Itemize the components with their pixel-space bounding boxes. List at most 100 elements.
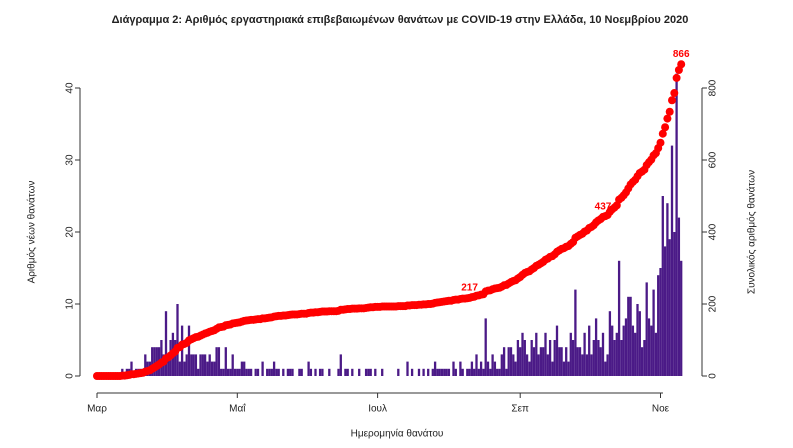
bar: [282, 368, 285, 376]
bar: [636, 304, 639, 376]
bar: [645, 282, 648, 376]
bar: [178, 361, 181, 376]
bar: [201, 354, 204, 376]
bar: [523, 340, 526, 376]
y-tick-label: 30: [65, 154, 76, 166]
bar: [447, 368, 451, 376]
bar: [640, 347, 644, 376]
y2-tick-label: 400: [708, 223, 719, 240]
bar: [213, 361, 216, 376]
bar: [576, 347, 579, 376]
cumulative-point: [658, 129, 667, 138]
bar: [482, 368, 485, 376]
bar: [226, 368, 230, 376]
bar: [183, 361, 186, 376]
bar: [374, 368, 377, 376]
bar: [176, 304, 179, 376]
bar: [298, 368, 301, 376]
bar: [608, 311, 612, 376]
bar: [275, 368, 278, 376]
bar: [606, 354, 609, 376]
cumulative-point: [656, 138, 665, 147]
bar: [436, 368, 439, 376]
bar: [215, 347, 218, 376]
bar: [433, 361, 437, 376]
bar: [452, 361, 455, 376]
bar: [203, 354, 207, 376]
x-tick-label: Νοε: [652, 404, 670, 415]
bar: [525, 354, 529, 376]
bar: [544, 332, 547, 376]
bar: [530, 340, 533, 376]
x-tick-label: Μαΐ: [229, 403, 246, 415]
y2-tick-label: 800: [708, 79, 719, 96]
bar: [438, 368, 441, 376]
bar: [611, 325, 614, 376]
cumulative-point: [672, 73, 681, 82]
bar: [475, 354, 478, 376]
cumulative-point: [663, 114, 672, 123]
y-tick-label: 0: [65, 373, 76, 379]
x-tick-label: Μαρ: [87, 404, 107, 415]
y-tick-label: 20: [65, 226, 76, 238]
cumulative-point: [661, 123, 670, 132]
bar: [519, 347, 522, 376]
y-tick-label: 40: [65, 82, 76, 94]
bar: [548, 340, 552, 376]
cumulative-point: [677, 60, 686, 69]
bar: [270, 368, 273, 376]
bar: [627, 296, 630, 376]
bar: [397, 368, 400, 376]
bar: [245, 368, 248, 376]
bar: [657, 275, 660, 376]
bar: [443, 368, 446, 376]
bar: [532, 347, 536, 376]
bar: [666, 203, 669, 376]
annotation: 217: [461, 283, 478, 294]
bar: [594, 318, 598, 376]
chart-title: Διάγραμμα 2: Αριθμός εργαστηριακά επιβεβ…: [112, 14, 689, 26]
bar: [461, 368, 464, 376]
bar: [535, 332, 538, 376]
bar: [190, 354, 193, 376]
bar: [217, 347, 221, 376]
bar: [599, 347, 602, 376]
bar: [663, 246, 667, 376]
bar: [236, 368, 239, 376]
bar: [243, 361, 246, 376]
bar: [314, 368, 317, 376]
bar: [277, 368, 280, 376]
bar: [369, 368, 372, 376]
bar: [160, 340, 163, 376]
bar: [144, 354, 147, 376]
bar: [210, 361, 214, 376]
bar: [410, 368, 414, 376]
annotation: 437: [595, 202, 612, 213]
bar: [551, 361, 554, 376]
bar: [309, 368, 313, 376]
bar: [180, 325, 184, 376]
bar: [505, 368, 508, 376]
bar: [477, 368, 480, 376]
bar: [500, 354, 503, 376]
bar: [514, 361, 517, 376]
bar: [590, 354, 593, 376]
bar: [266, 368, 269, 376]
bar: [643, 340, 646, 376]
bar: [286, 368, 290, 376]
bar: [647, 318, 651, 376]
bar: [254, 368, 257, 376]
bar: [604, 361, 607, 376]
y2-tick-label: 0: [708, 373, 719, 379]
bar: [289, 368, 292, 376]
bar: [256, 368, 260, 376]
bar: [622, 325, 625, 376]
bar: [247, 368, 250, 376]
bar: [346, 368, 349, 376]
bar: [512, 354, 515, 376]
bar: [484, 318, 487, 376]
x-axis-title: Ημερομηνία θανάτου: [351, 428, 444, 440]
bar: [321, 368, 324, 376]
bar: [249, 368, 253, 376]
bar: [677, 217, 681, 376]
